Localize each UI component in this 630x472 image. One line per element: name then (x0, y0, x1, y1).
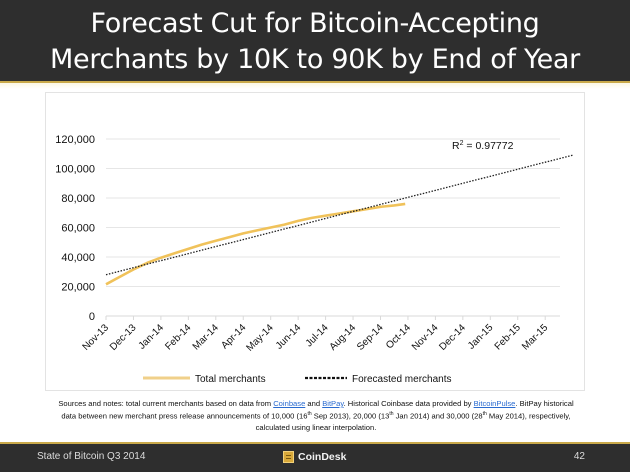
slide-footer: State of Bitcoin Q3 2014 CoinDesk 42 (0, 442, 630, 472)
x-tick-label: Jan-15 (466, 322, 496, 352)
notes-text: . BitPay historical data between new mer… (61, 399, 574, 421)
x-tick-label: Sep-14 (355, 322, 386, 353)
series-line-forecasted-merchants (105, 154, 573, 276)
x-tick-label: Jan-14 (137, 322, 167, 352)
y-axis-ticks: 0 20,000 40,000 60,000 80,000 100,000 120,000 (55, 134, 95, 323)
r-squared-annotation: R2 = 0.97772 (452, 140, 514, 152)
x-tick-label: Feb-14 (163, 322, 193, 352)
x-tick-label: Mar-14 (191, 322, 221, 352)
y-tick-label: 100,000 (55, 164, 95, 176)
ordinal-suffix: th (307, 411, 312, 417)
brand-name: CoinDesk (298, 451, 347, 463)
line-chart: 020,00040,00060,00080,000100,000120,000 … (55, 134, 573, 385)
bitpay-link[interactable]: BitPay (322, 399, 344, 408)
series-group (105, 154, 573, 286)
x-axis-ticks: Nov-13Dec-13Jan-14Feb-14Mar-14Apr-14May-… (81, 316, 551, 354)
slide-header: Forecast Cut for Bitcoin-Accepting Merch… (0, 0, 630, 83)
legend-label-forecast: Forecasted merchants (352, 374, 452, 385)
slide-title: Forecast Cut for Bitcoin-Accepting Merch… (0, 6, 630, 78)
notes-text: May 2014), respectively, calculated usin… (255, 411, 571, 432)
chart-frame (45, 92, 585, 391)
legend-label-total: Total merchants (195, 374, 266, 385)
notes-text: Jan 2014) and 30,000 (28 (393, 411, 483, 421)
gridlines (106, 138, 560, 317)
notes-text: and (305, 399, 323, 408)
ordinal-suffix: th (482, 411, 487, 417)
sources-notes: Sources and notes: total current merchan… (52, 398, 580, 433)
ordinal-suffix: th (389, 411, 394, 417)
notes-text: Sep 2013), 20,000 (13 (311, 411, 390, 421)
brand-logo: CoinDesk (283, 450, 346, 464)
bitcoinpulse-link[interactable]: BitcoinPulse (473, 399, 516, 408)
y-tick-label: 120,000 (55, 134, 95, 146)
x-tick-label: Oct-14 (384, 322, 413, 351)
x-tick-label: Mar-15 (520, 322, 550, 352)
y-tick-label: 0 (89, 311, 95, 323)
header-glow (0, 83, 630, 89)
y-tick-label: 60,000 (61, 223, 95, 235)
title-line-2: Merchants by 10K to 90K by End of Year (50, 44, 580, 75)
x-tick-label: Nov-13 (81, 322, 112, 353)
y-tick-label: 40,000 (61, 252, 95, 264)
notes-text: Sources and notes: total current merchan… (58, 399, 274, 408)
x-tick-label: Nov-14 (410, 322, 441, 353)
y-tick-label: 20,000 (61, 282, 95, 294)
notes-text: . Historical Coinbase data provided by (343, 399, 474, 408)
x-tick-label: Aug-14 (328, 322, 359, 353)
series-line-total-merchants (105, 202, 406, 286)
y-tick-label: 80,000 (61, 193, 95, 205)
x-tick-label: Jun-14 (274, 322, 304, 352)
x-tick-label: Dec-13 (108, 322, 139, 353)
coindesk-logo-icon (283, 451, 294, 463)
title-line-1: Forecast Cut for Bitcoin-Accepting (90, 8, 540, 39)
legend: Total merchants Forecasted merchants (143, 374, 452, 385)
x-tick-label: Feb-15 (493, 322, 523, 352)
x-tick-label: May-14 (244, 322, 276, 354)
coinbase-link[interactable]: Coinbase (273, 399, 306, 408)
footer-report-title: State of Bitcoin Q3 2014 (37, 451, 146, 462)
x-tick-label: Dec-14 (437, 322, 468, 353)
page-number: 42 (573, 451, 585, 462)
